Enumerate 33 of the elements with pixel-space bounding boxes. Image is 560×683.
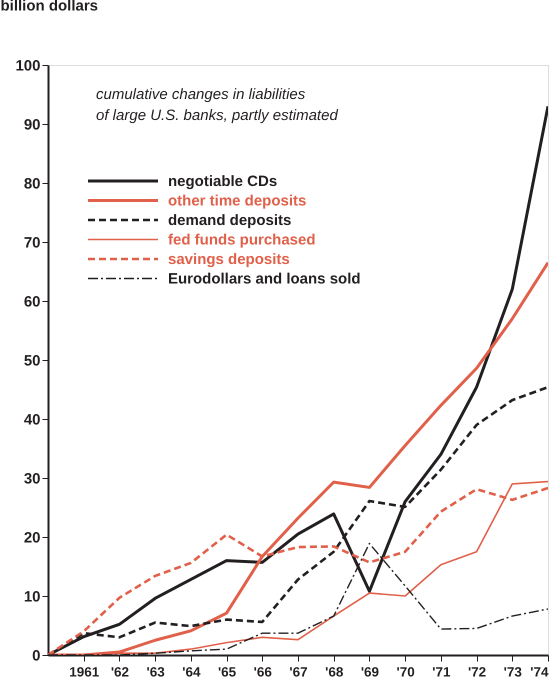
x-tick-label: '62 — [110, 664, 130, 680]
x-tick-label: '63 — [146, 664, 166, 680]
y-tick-label: 30 — [24, 470, 40, 488]
x-tick-label: '68 — [325, 664, 344, 680]
legend-label: savings deposits — [168, 251, 290, 268]
x-tick-label: '66 — [254, 664, 272, 680]
x-tick-label: '69 — [360, 664, 380, 680]
y-tick-label: 70 — [24, 234, 40, 252]
x-tick-label: '73 — [504, 664, 522, 680]
y-tick-label: 90 — [24, 116, 40, 134]
x-tick-label: '64 — [182, 664, 201, 680]
legend-label: demand deposits — [168, 212, 292, 229]
x-tick-label: '67 — [289, 664, 308, 680]
x-tick-label: '74 — [530, 664, 549, 680]
x-tick-label: '71 — [432, 664, 451, 680]
y-tick-label: 50 — [24, 352, 40, 370]
y-axis-title: billion dollars — [0, 0, 98, 14]
y-tick-label: 80 — [24, 176, 40, 192]
y-tick-label: 60 — [24, 294, 40, 310]
x-tick-label: '72 — [468, 664, 486, 680]
annotation: cumulative changes in liabilities of large U.S. banks, partly estimated — [96, 86, 338, 124]
legend-label: Eurodollars and loans sold — [168, 270, 361, 288]
y-tick-label: 40 — [24, 412, 40, 428]
x-tick-label: '65 — [218, 664, 237, 680]
y-tick-label: 0 — [32, 648, 40, 664]
y-tick-label: 20 — [24, 530, 40, 546]
y-tick-label: 100 — [15, 58, 40, 74]
legend-label: other time deposits — [168, 192, 306, 210]
x-tick-label: '70 — [396, 664, 415, 680]
legend-label: fed funds purchased — [168, 232, 316, 248]
x-tick-label: 1961 — [69, 664, 100, 680]
y-tick-label: 10 — [24, 588, 40, 606]
legend-label: negotiable CDs — [168, 173, 278, 190]
